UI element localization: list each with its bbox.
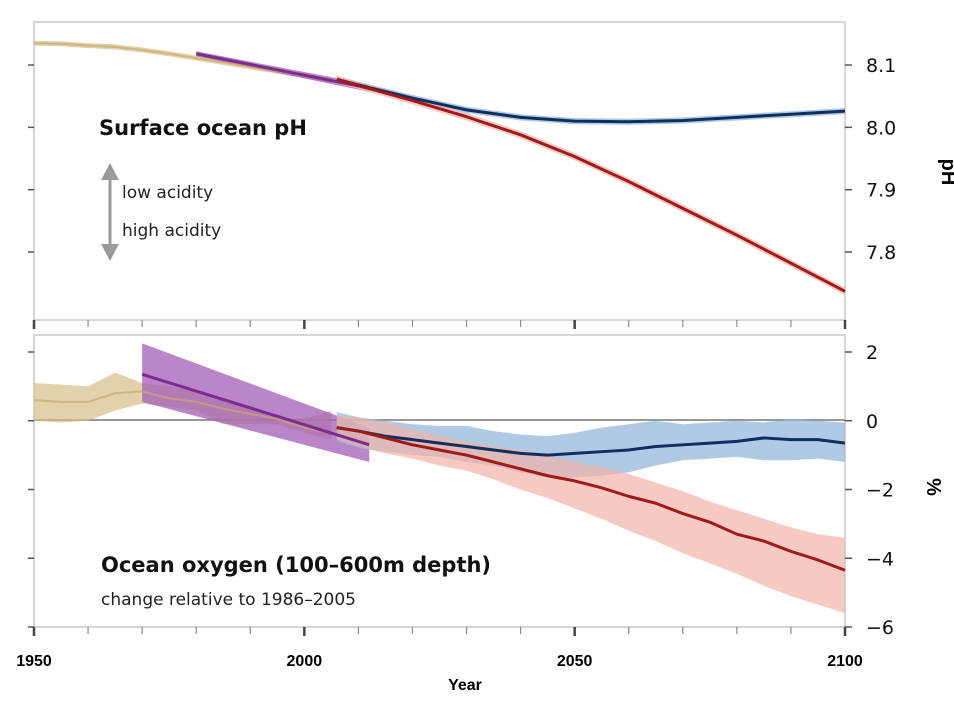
ph-band-historical-models <box>34 40 332 84</box>
ph-line-observations-trend <box>195 52 370 90</box>
bottom-panel-subtitle: change relative to 1986–2005 <box>101 590 356 610</box>
bottom-panel-title: Ocean oxygen (100–600m depth) <box>101 553 491 577</box>
oxygen-line-observations-trend <box>141 372 370 447</box>
top-panel-x-ticks <box>32 320 847 329</box>
x-tick-label: 2000 <box>287 653 323 670</box>
ph-line-rcp8-5 <box>336 77 846 293</box>
oxygen-band-rcp8-5 <box>336 415 845 614</box>
ph-line-rcp2-6 <box>336 77 846 124</box>
oxygen-y-tick-label: 0 <box>866 411 878 433</box>
oxygen-line-historical-models <box>33 390 332 434</box>
top-panel-lines <box>33 42 846 293</box>
bottom-panel: 2 0 −2 −4 −6 Ocean oxygen (100–600m depth) c… <box>28 334 944 639</box>
acidity-arrow-icon <box>101 163 119 261</box>
top-panel: 8.1 8.0 7.9 7.8 Surface ocean pH low acidit… <box>28 21 954 329</box>
top-y-axis-title: pH <box>937 159 954 186</box>
top-panel-frame <box>33 21 846 321</box>
bottom-panel-frame <box>33 334 846 628</box>
bottom-panel-y-ticks: 2 0 −2 −4 −6 <box>28 342 894 639</box>
oxygen-line-rcp8-5 <box>336 426 846 572</box>
low-acidity-label: low acidity <box>122 183 213 203</box>
top-panel-title: Surface ocean pH <box>99 116 307 140</box>
x-tick-labels: 1950 2000 2050 2100 <box>16 653 863 670</box>
oxygen-line-rcp2-6 <box>336 426 846 457</box>
x-tick-label: 2050 <box>557 653 593 670</box>
ph-y-tick-label: 7.8 <box>866 242 896 264</box>
bottom-panel-lines <box>33 372 846 572</box>
top-panel-y-ticks: 8.1 8.0 7.9 7.8 <box>28 55 896 264</box>
oxygen-band-observations-trend <box>142 343 370 462</box>
oxygen-y-tick-label: 2 <box>866 342 878 364</box>
oxygen-y-tick-label: −2 <box>866 480 894 502</box>
x-axis-title: Year <box>448 677 482 694</box>
x-tick-label: 2100 <box>827 653 863 670</box>
ph-band-rcp8-5 <box>336 75 845 296</box>
bottom-y-axis-title: % <box>922 478 944 496</box>
ph-y-tick-label: 8.1 <box>866 55 896 77</box>
ph-y-tick-label: 7.9 <box>866 180 896 202</box>
ph-y-tick-label: 8.0 <box>866 117 896 139</box>
high-acidity-label: high acidity <box>122 221 221 241</box>
bottom-panel-x-ticks <box>32 627 847 636</box>
x-tick-label: 1950 <box>16 653 52 670</box>
oxygen-y-tick-label: −6 <box>866 617 894 639</box>
top-panel-bands <box>34 40 845 296</box>
oxygen-y-tick-label: −4 <box>866 548 894 570</box>
bottom-panel-bands <box>34 343 845 614</box>
